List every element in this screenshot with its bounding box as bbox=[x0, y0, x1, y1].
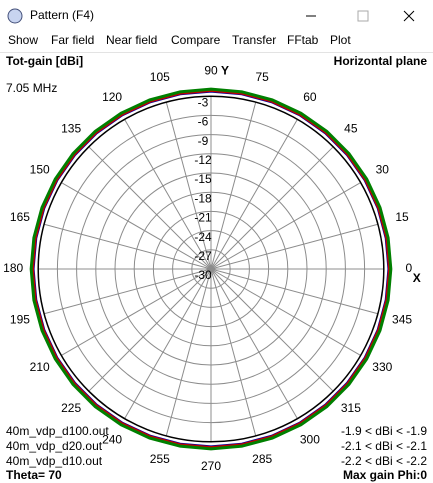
angle-grid-line bbox=[210, 223, 379, 270]
angle-tick-label: 135 bbox=[61, 121, 81, 135]
angle-tick-label: 165 bbox=[10, 210, 30, 224]
radial-grid-circle bbox=[133, 191, 289, 347]
angle-grid-line bbox=[210, 146, 334, 270]
angle-tick-label: 75 bbox=[256, 70, 270, 84]
angle-grid-line bbox=[61, 182, 212, 270]
legend-range: -2.1 < dBi < -2.1 bbox=[341, 439, 427, 453]
radial-grid-circle bbox=[95, 153, 327, 385]
legend-name: 40m_vdp_d10.out bbox=[6, 454, 103, 468]
radial-grid-circle bbox=[37, 95, 385, 443]
angle-grid-line bbox=[43, 223, 212, 270]
angle-grid-line bbox=[43, 268, 212, 315]
frequency: 7.05 MHz bbox=[6, 81, 57, 95]
angle-tick-label: 315 bbox=[341, 401, 361, 415]
menu-item[interactable]: Far field bbox=[51, 33, 94, 47]
radial-grid-circle bbox=[76, 134, 346, 404]
angle-tick-label: 300 bbox=[300, 432, 320, 446]
angle-grid-line bbox=[210, 268, 361, 356]
radial-grid-circle bbox=[56, 114, 366, 424]
radial-tick-label: -6 bbox=[198, 115, 209, 129]
x-axis-label: X bbox=[413, 271, 421, 285]
radial-tick-label: -30 bbox=[194, 268, 212, 282]
angle-tick-label: 180 bbox=[3, 261, 23, 275]
radial-tick-label: -21 bbox=[194, 211, 212, 225]
angle-grid-line bbox=[210, 268, 334, 392]
angle-tick-label: 225 bbox=[61, 401, 81, 415]
close-button[interactable] bbox=[403, 10, 415, 22]
angle-tick-label: 15 bbox=[395, 210, 409, 224]
angle-grid-line bbox=[210, 101, 257, 270]
radial-grid-circle bbox=[172, 230, 250, 308]
angle-grid-line bbox=[88, 268, 212, 392]
angle-tick-label: 45 bbox=[344, 121, 358, 135]
radial-tick-label: -24 bbox=[194, 230, 212, 244]
window-title: Pattern (F4) bbox=[30, 8, 94, 22]
legend-range: -1.9 < dBi < -1.9 bbox=[341, 424, 427, 438]
angle-tick-label: 105 bbox=[150, 70, 170, 84]
radial-tick-label: -9 bbox=[198, 134, 209, 148]
radial-tick-label: -27 bbox=[194, 249, 212, 263]
angle-tick-label: 210 bbox=[30, 360, 50, 374]
angle-tick-label: 330 bbox=[372, 360, 392, 374]
title-bar bbox=[0, 0, 433, 30]
radial-grid-circle bbox=[114, 172, 308, 366]
angle-grid-line bbox=[210, 268, 298, 419]
legend-name: 40m_vdp_d20.out bbox=[6, 439, 103, 453]
legend-range: -2.2 < dBi < -2.2 bbox=[341, 454, 427, 468]
menu-bar bbox=[0, 30, 433, 52]
menu-item[interactable]: Show bbox=[8, 33, 38, 47]
angle-tick-label: 0 bbox=[405, 261, 412, 275]
radial-grid-circle bbox=[191, 249, 231, 289]
max-gain-label: Max gain Phi:0 bbox=[343, 468, 427, 482]
angle-grid-line bbox=[210, 119, 298, 270]
menu-item[interactable]: Plot bbox=[330, 33, 351, 47]
radial-tick-label: -15 bbox=[194, 172, 212, 186]
menu-item: Near field bbox=[106, 33, 157, 47]
radial-tick-label: -3 bbox=[198, 95, 209, 109]
pattern-trace bbox=[29, 87, 393, 451]
angle-tick-label: 285 bbox=[252, 452, 272, 466]
angle-grid-line bbox=[210, 268, 379, 315]
menu-item[interactable]: FFtab bbox=[287, 33, 319, 47]
legend-name: 40m_vdp_d100.out bbox=[6, 424, 109, 438]
radial-tick-label: -12 bbox=[194, 153, 212, 167]
angle-grid-line bbox=[61, 268, 212, 356]
menu-item[interactable]: Compare bbox=[171, 33, 221, 47]
angle-grid-line bbox=[210, 182, 361, 270]
angle-tick-label: 345 bbox=[392, 312, 412, 326]
angle-grid-line bbox=[165, 101, 212, 270]
theta-label: Theta= 70 bbox=[6, 468, 62, 482]
angle-tick-label: 150 bbox=[30, 162, 50, 176]
angle-grid-line bbox=[165, 268, 212, 437]
angle-tick-label: 30 bbox=[376, 162, 390, 176]
radial-grid-circle bbox=[152, 210, 270, 328]
angle-tick-label: 195 bbox=[10, 312, 30, 326]
chart-subtitle: Horizontal plane bbox=[334, 54, 428, 68]
menu-item[interactable]: Transfer bbox=[232, 33, 276, 47]
chart-title: Tot-gain [dBi] bbox=[6, 54, 83, 68]
angle-tick-label: 120 bbox=[102, 90, 122, 104]
angle-tick-label: 240 bbox=[102, 432, 122, 446]
angle-tick-label: 60 bbox=[303, 90, 317, 104]
radial-tick-label: -18 bbox=[194, 191, 212, 205]
angle-grid-line bbox=[124, 268, 212, 419]
angle-tick-label: 255 bbox=[150, 452, 170, 466]
angle-grid-line bbox=[124, 119, 212, 270]
app-icon bbox=[7, 8, 23, 24]
angle-tick-label: 270 bbox=[201, 459, 221, 473]
y-axis-label: Y bbox=[221, 63, 229, 77]
angle-grid-line bbox=[88, 146, 212, 270]
maximize-button[interactable] bbox=[357, 10, 369, 22]
angle-grid-line bbox=[210, 268, 257, 437]
angle-tick-label: 90 bbox=[204, 63, 218, 77]
